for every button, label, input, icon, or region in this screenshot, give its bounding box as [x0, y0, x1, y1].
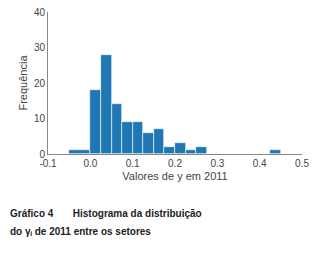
svg-text:40: 40 [34, 7, 46, 18]
svg-text:10: 10 [34, 113, 46, 124]
svg-text:20: 20 [34, 78, 46, 89]
svg-text:Valores de y em 2011: Valores de y em 2011 [122, 170, 227, 182]
svg-text:Frequência: Frequência [17, 55, 29, 111]
svg-text:0.2: 0.2 [168, 158, 182, 169]
svg-text:do γᵢ de 2011 entre os setores: do γᵢ de 2011 entre os setores [10, 226, 151, 237]
svg-text:Gráfico 4 Histograma da: Gráfico 4 Histograma da distribuição [10, 208, 202, 219]
svg-text:30: 30 [34, 42, 46, 53]
svg-text:0.3: 0.3 [210, 158, 224, 169]
svg-text:0.4: 0.4 [253, 158, 267, 169]
svg-text:0.0: 0.0 [83, 158, 97, 169]
svg-text:-0.1: -0.1 [39, 158, 57, 169]
svg-text:0.5: 0.5 [295, 158, 309, 169]
svg-text:0: 0 [39, 149, 45, 160]
svg-text:0.1: 0.1 [126, 158, 140, 169]
